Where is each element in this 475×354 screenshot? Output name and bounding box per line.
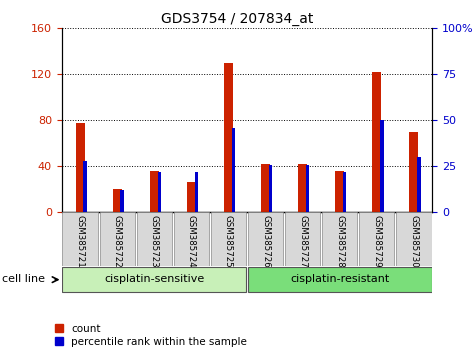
Bar [137, 212, 172, 266]
Bar [306, 165, 309, 212]
Bar [174, 212, 209, 266]
Bar [84, 161, 87, 212]
Text: GSM385722: GSM385722 [113, 215, 122, 268]
Bar [211, 212, 246, 266]
Bar [248, 212, 283, 266]
Bar [195, 172, 198, 212]
Bar [343, 172, 346, 212]
Bar [63, 212, 98, 266]
Text: cisplatin-resistant: cisplatin-resistant [290, 274, 389, 284]
Text: GSM385724: GSM385724 [187, 215, 196, 268]
Bar [335, 171, 344, 212]
Bar [248, 267, 431, 292]
Text: GDS3754 / 207834_at: GDS3754 / 207834_at [162, 12, 314, 27]
Bar [372, 72, 381, 212]
Bar [113, 189, 122, 212]
Bar [409, 132, 418, 212]
Bar [380, 120, 383, 212]
Text: GSM385730: GSM385730 [409, 215, 418, 268]
Bar [158, 172, 161, 212]
Bar [100, 212, 135, 266]
Bar [63, 267, 246, 292]
Bar [269, 165, 272, 212]
Bar [261, 164, 270, 212]
Bar [121, 190, 124, 212]
Bar [224, 63, 233, 212]
Bar [322, 212, 357, 266]
Bar [285, 212, 320, 266]
Text: GSM385721: GSM385721 [76, 215, 85, 268]
Text: GSM385723: GSM385723 [150, 215, 159, 268]
Text: GSM385726: GSM385726 [261, 215, 270, 268]
Text: GSM385729: GSM385729 [372, 215, 381, 268]
Bar [417, 157, 420, 212]
Bar [298, 164, 307, 212]
Bar [359, 212, 394, 266]
Bar [187, 183, 196, 212]
Bar [76, 123, 85, 212]
Bar [232, 128, 235, 212]
Text: GSM385727: GSM385727 [298, 215, 307, 268]
Text: cell line: cell line [2, 274, 46, 284]
Text: cisplatin-sensitive: cisplatin-sensitive [104, 274, 205, 284]
Bar [150, 171, 159, 212]
Text: GSM385728: GSM385728 [335, 215, 344, 268]
Bar [396, 212, 431, 266]
Legend: count, percentile rank within the sample: count, percentile rank within the sample [53, 321, 249, 349]
Text: GSM385725: GSM385725 [224, 215, 233, 268]
